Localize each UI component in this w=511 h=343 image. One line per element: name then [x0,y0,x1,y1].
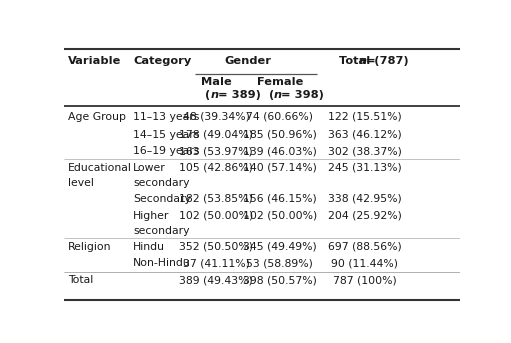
Text: Female: Female [257,77,303,87]
Text: 48 (39.34%): 48 (39.34%) [183,112,250,122]
Text: Male: Male [201,77,231,87]
Text: 302 (38.37%): 302 (38.37%) [328,146,402,156]
Text: 787 (100%): 787 (100%) [333,275,397,285]
Text: (: ( [205,90,211,100]
Text: Variable: Variable [68,56,121,66]
Text: 140 (57.14%): 140 (57.14%) [243,163,317,173]
Text: 204 (25.92%): 204 (25.92%) [328,211,402,221]
Text: 139 (46.03%): 139 (46.03%) [243,146,317,156]
Text: 345 (49.49%): 345 (49.49%) [243,242,317,252]
Text: Total (: Total ( [339,56,380,66]
Text: = 389): = 389) [214,90,261,100]
Text: 11–13 years: 11–13 years [133,112,200,122]
Text: 338 (42.95%): 338 (42.95%) [328,194,402,204]
Text: 182 (53.85%): 182 (53.85%) [179,194,253,204]
Text: level: level [68,178,94,188]
Text: 389 (49.43%): 389 (49.43%) [179,275,253,285]
Text: 697 (88.56%): 697 (88.56%) [328,242,402,252]
Text: 398 (50.57%): 398 (50.57%) [243,275,317,285]
Text: Gender: Gender [224,56,271,66]
Text: 105 (42.86%): 105 (42.86%) [179,163,253,173]
Text: 178 (49.04%): 178 (49.04%) [179,130,253,140]
Text: n: n [359,56,367,66]
Text: (: ( [269,90,274,100]
Text: 16–19 years: 16–19 years [133,146,200,156]
Text: Higher: Higher [133,211,170,221]
Text: Lower: Lower [133,163,166,173]
Text: n: n [274,90,282,100]
Text: 122 (15.51%): 122 (15.51%) [328,112,402,122]
Text: 245 (31.13%): 245 (31.13%) [328,163,402,173]
Text: 156 (46.15%): 156 (46.15%) [243,194,317,204]
Text: 90 (11.44%): 90 (11.44%) [331,258,399,269]
Text: Secondary: Secondary [133,194,191,204]
Text: 102 (50.00%): 102 (50.00%) [179,211,253,221]
Text: 14–15 years: 14–15 years [133,130,200,140]
Text: Category: Category [133,56,192,66]
Text: = 787): = 787) [362,56,409,66]
Text: 185 (50.96%): 185 (50.96%) [243,130,317,140]
Text: 53 (58.89%): 53 (58.89%) [246,258,313,269]
Text: Hindu: Hindu [133,242,165,252]
Text: 102 (50.00%): 102 (50.00%) [243,211,317,221]
Text: 74 (60.66%): 74 (60.66%) [246,112,313,122]
Text: n: n [211,90,219,100]
Text: 363 (46.12%): 363 (46.12%) [328,130,402,140]
Text: Religion: Religion [68,242,111,252]
Text: 352 (50.50%): 352 (50.50%) [179,242,253,252]
Text: secondary: secondary [133,178,190,188]
Text: 163 (53.97%): 163 (53.97%) [179,146,253,156]
Text: 37 (41.11%): 37 (41.11%) [183,258,250,269]
Text: Total: Total [68,275,93,285]
Text: Age Group: Age Group [68,112,126,122]
Text: Non-Hindu: Non-Hindu [133,258,191,269]
Text: Educational: Educational [68,163,132,173]
Text: = 398): = 398) [277,90,324,100]
Text: secondary: secondary [133,226,190,236]
